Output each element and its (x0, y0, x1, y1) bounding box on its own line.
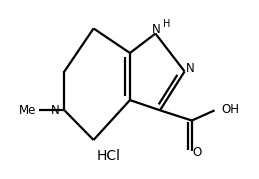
Text: N: N (152, 23, 161, 36)
Text: H: H (163, 19, 171, 29)
Text: N: N (186, 62, 195, 75)
Text: OH: OH (221, 103, 239, 117)
Text: O: O (193, 146, 202, 159)
Text: Me: Me (19, 104, 36, 117)
Text: N: N (51, 104, 60, 117)
Text: HCl: HCl (97, 149, 121, 163)
